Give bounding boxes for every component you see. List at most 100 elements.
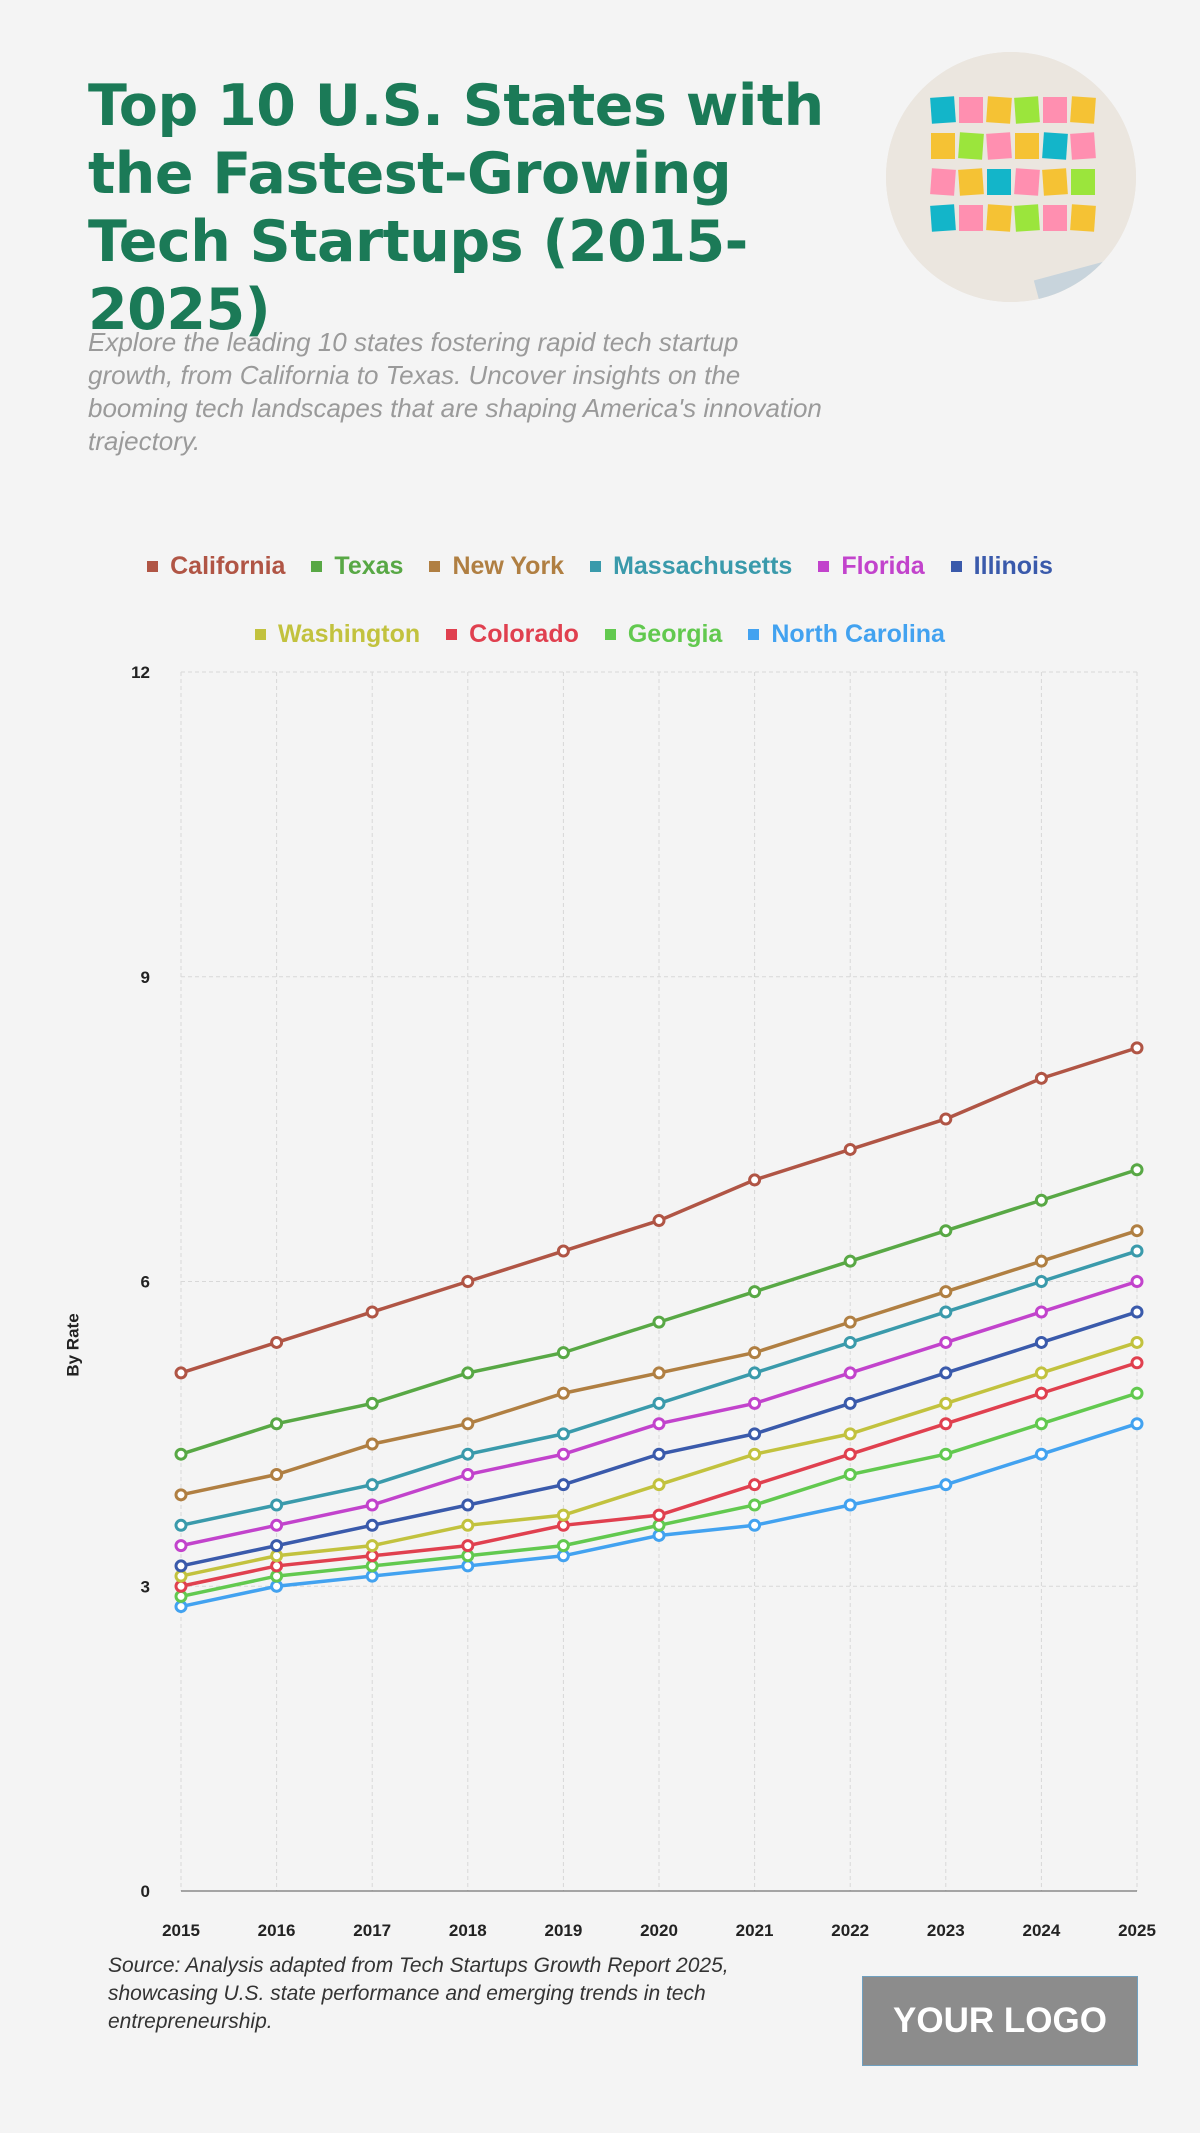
data-point: [270, 1518, 284, 1532]
data-point: [652, 1518, 666, 1532]
data-point: [748, 1427, 762, 1441]
data-point: [1034, 1254, 1048, 1268]
data-point: [556, 1244, 570, 1258]
data-point: [652, 1417, 666, 1431]
data-point: [843, 1315, 857, 1329]
data-point: [939, 1224, 953, 1238]
legend-label: New York: [452, 552, 565, 580]
data-point: [174, 1518, 188, 1532]
sticky-note: [1070, 96, 1096, 124]
legend-item[interactable]: Illinois: [950, 552, 1053, 581]
sticky-note: [1070, 132, 1096, 160]
data-point: [652, 1366, 666, 1380]
data-point: [748, 1518, 762, 1532]
sticky-note: [987, 169, 1011, 195]
legend-item[interactable]: North Carolina: [748, 620, 945, 649]
data-point: [365, 1396, 379, 1410]
x-tick-label: 2018: [449, 1921, 487, 1940]
data-point: [461, 1549, 475, 1563]
data-point: [748, 1478, 762, 1492]
sticky-note: [930, 96, 956, 124]
data-point: [939, 1396, 953, 1410]
legend-swatch: [748, 629, 760, 640]
data-point: [748, 1396, 762, 1410]
legend-item[interactable]: Washington: [255, 620, 420, 649]
data-point: [365, 1437, 379, 1451]
x-tick-label: 2021: [736, 1921, 774, 1940]
page-subtitle: Explore the leading 10 states fostering …: [88, 327, 822, 456]
legend-label: Massachusetts: [613, 552, 793, 580]
legend-label: North Carolina: [771, 620, 945, 648]
data-point: [843, 1335, 857, 1349]
data-point: [1130, 1335, 1144, 1349]
data-point: [843, 1468, 857, 1482]
data-point: [748, 1447, 762, 1461]
data-point: [748, 1346, 762, 1360]
data-point: [843, 1427, 857, 1441]
legend-item[interactable]: Texas: [311, 552, 403, 581]
sticky-note: [1043, 205, 1067, 231]
data-point: [1034, 1335, 1048, 1349]
legend-swatch: [147, 561, 159, 572]
sticky-note: [959, 205, 983, 231]
data-point: [270, 1559, 284, 1573]
sticky-note: [1014, 168, 1040, 196]
x-tick-label: 2019: [544, 1921, 582, 1940]
legend-item[interactable]: Colorado: [446, 620, 579, 649]
data-point: [843, 1254, 857, 1268]
legend-row-1: California Texas New York Massachusetts Flor…: [0, 552, 1200, 581]
legend-item[interactable]: California: [147, 552, 285, 581]
sticky-note: [958, 168, 984, 196]
data-point: [270, 1539, 284, 1553]
legend-item[interactable]: Georgia: [604, 620, 722, 649]
sticky-note: [959, 97, 983, 123]
sticky-note: [930, 204, 956, 232]
data-point: [556, 1539, 570, 1553]
line-chart: 0 3 6 9 12 2015 2016 2017 2018 2019 2020 2021 2022 20…: [131, 663, 1156, 1940]
data-point: [174, 1366, 188, 1380]
data-point: [174, 1447, 188, 1461]
legend-item[interactable]: Florida: [818, 552, 925, 581]
data-point: [174, 1579, 188, 1593]
data-point: [748, 1366, 762, 1380]
data-point: [1034, 1193, 1048, 1207]
sticky-note: [1071, 169, 1095, 195]
legend-label: California: [170, 552, 286, 580]
data-point: [652, 1508, 666, 1522]
y-tick-label: 9: [141, 968, 150, 987]
data-point: [1034, 1275, 1048, 1288]
data-point: [556, 1346, 570, 1360]
data-point: [843, 1498, 857, 1512]
y-tick-label: 3: [141, 1577, 150, 1596]
sticky-note: [931, 133, 955, 159]
legend-item[interactable]: New York: [429, 552, 564, 581]
x-tick-label: 2015: [162, 1921, 200, 1940]
data-point: [843, 1396, 857, 1410]
y-tick-label: 0: [141, 1882, 150, 1901]
data-point: [270, 1579, 284, 1593]
data-point: [556, 1427, 570, 1441]
data-point: [939, 1366, 953, 1380]
data-point: [939, 1478, 953, 1492]
data-point: [461, 1498, 475, 1512]
data-point: [939, 1335, 953, 1349]
data-point: [1130, 1244, 1144, 1258]
data-point: [556, 1508, 570, 1522]
data-point: [939, 1112, 953, 1126]
data-point: [652, 1396, 666, 1410]
data-point: [652, 1315, 666, 1329]
data-point: [939, 1305, 953, 1319]
data-point: [1130, 1041, 1144, 1055]
data-point: [652, 1528, 666, 1542]
data-point: [556, 1447, 570, 1461]
sticky-note: [1014, 96, 1040, 124]
data-point: [174, 1569, 188, 1583]
data-point: [461, 1417, 475, 1431]
legend-swatch: [429, 561, 441, 572]
data-point: [270, 1498, 284, 1512]
legend-swatch: [590, 561, 602, 572]
sticky-note: [1043, 97, 1067, 123]
x-tick-label: 2017: [353, 1921, 391, 1940]
legend-item[interactable]: Massachusetts: [590, 552, 792, 581]
data-point: [1034, 1305, 1048, 1319]
